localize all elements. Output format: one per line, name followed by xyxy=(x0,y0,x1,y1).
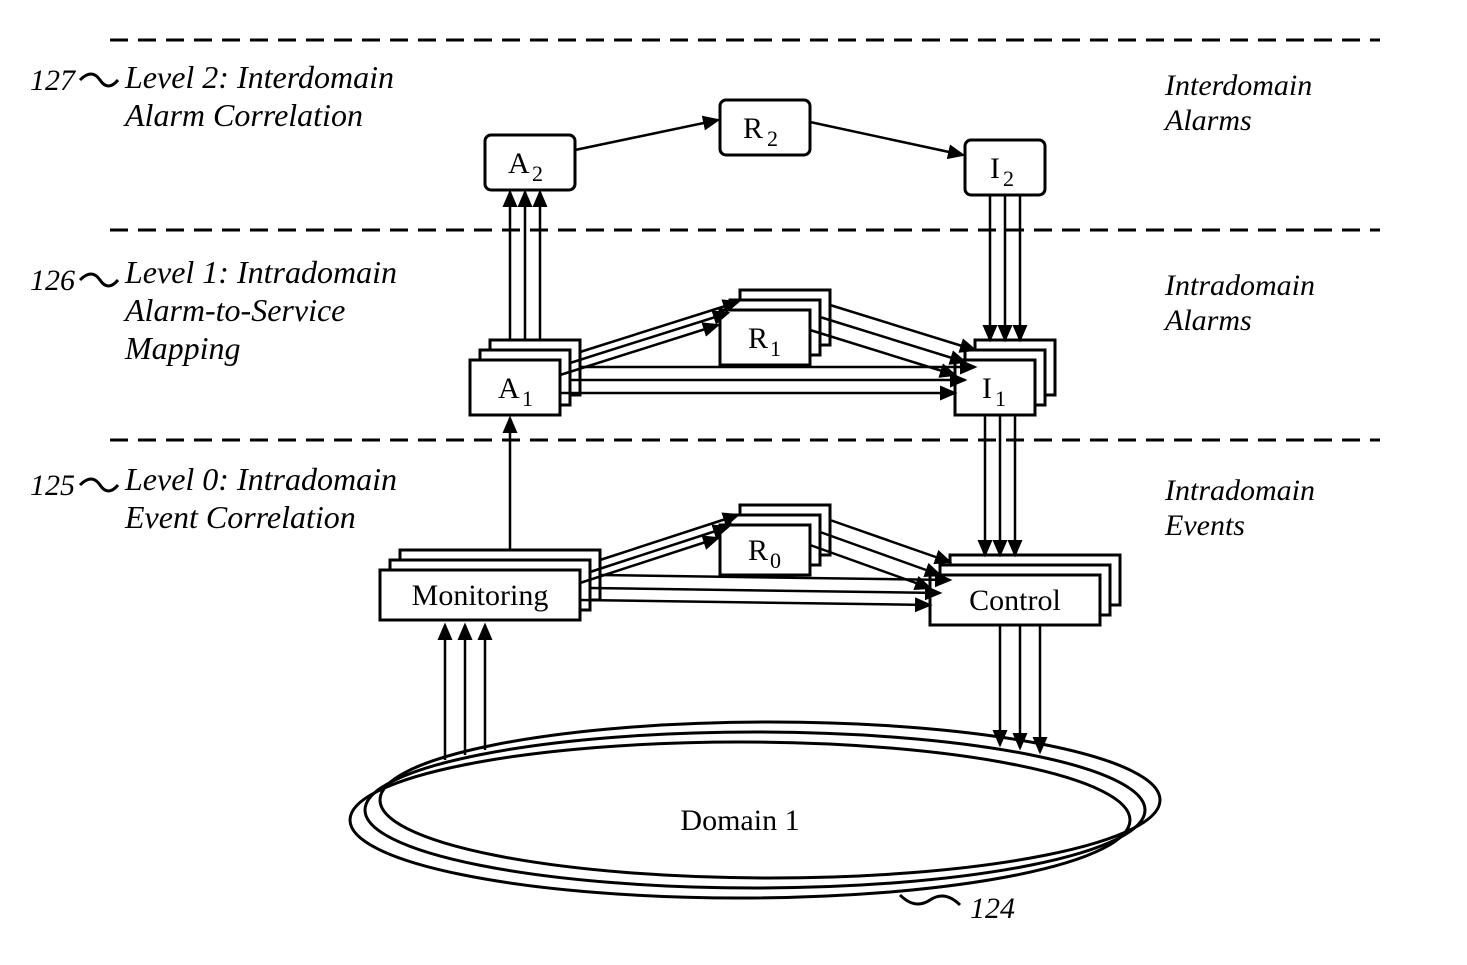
monitoring-r0-arrows xyxy=(580,515,738,583)
svg-text:Intradomain: Intradomain xyxy=(1164,269,1315,302)
svg-text:Domain 1: Domain 1 xyxy=(680,804,799,837)
svg-text:2: 2 xyxy=(532,161,543,186)
level-1-rhs: Intradomain Alarms xyxy=(1163,269,1315,337)
svg-text:2: 2 xyxy=(1003,166,1014,191)
i2-i1-arrows xyxy=(990,195,1020,340)
svg-text:Events: Events xyxy=(1164,509,1245,542)
monitoring-control-arrows xyxy=(580,575,950,605)
i1-stack: I 1 xyxy=(955,340,1055,415)
svg-text:1: 1 xyxy=(522,386,533,411)
i2-node: I 2 xyxy=(965,140,1045,195)
svg-text:I: I xyxy=(982,372,992,405)
diagram-canvas: 127 Level 2: Interdomain Alarm Correlati… xyxy=(0,0,1467,965)
control-stack: Control xyxy=(930,555,1120,625)
svg-text:R: R xyxy=(743,112,763,145)
i1-control-arrows xyxy=(985,415,1015,555)
r2-node: R 2 xyxy=(720,100,810,155)
monitoring-stack: Monitoring xyxy=(380,550,600,620)
domain-stack: Domain 1 xyxy=(350,722,1160,898)
level-0-label: 125 Level 0: Intradomain Event Correlati… xyxy=(30,461,397,535)
svg-text:Level 2: Interdomain: Level 2: Interdomain xyxy=(124,59,394,95)
a1-i1-arrows xyxy=(560,367,975,393)
svg-text:Alarm-to-Service: Alarm-to-Service xyxy=(123,292,345,328)
level-2-rhs: Interdomain Alarms xyxy=(1163,69,1312,137)
a1-a2-arrows xyxy=(510,192,540,340)
svg-text:A: A xyxy=(498,372,520,405)
domain-monitoring-arrows xyxy=(445,625,485,760)
a2-r2-arrow xyxy=(575,120,718,150)
svg-text:Monitoring: Monitoring xyxy=(412,579,549,612)
svg-text:Mapping: Mapping xyxy=(124,330,241,366)
svg-text:2: 2 xyxy=(767,126,778,151)
svg-text:124: 124 xyxy=(970,892,1015,925)
svg-text:R: R xyxy=(748,322,768,355)
level-2-label: 127 Level 2: Interdomain Alarm Correlati… xyxy=(30,59,394,133)
svg-text:A: A xyxy=(508,147,530,180)
svg-text:Level 1: Intradomain: Level 1: Intradomain xyxy=(124,254,397,290)
svg-text:Alarms: Alarms xyxy=(1163,104,1252,137)
svg-text:I: I xyxy=(990,152,1000,185)
r2-i2-arrow xyxy=(810,122,963,155)
svg-text:Alarms: Alarms xyxy=(1163,304,1252,337)
r1-i1-arrows xyxy=(810,305,975,375)
svg-text:Event Correlation: Event Correlation xyxy=(124,499,356,535)
control-domain-arrows xyxy=(1000,625,1040,752)
svg-text:126: 126 xyxy=(30,264,75,297)
domain-ref: 124 xyxy=(900,892,1015,925)
svg-text:Level 0: Intradomain: Level 0: Intradomain xyxy=(124,461,397,497)
a1-r1-arrows xyxy=(560,302,738,375)
svg-text:Interdomain: Interdomain xyxy=(1164,69,1312,102)
svg-text:Intradomain: Intradomain xyxy=(1164,474,1315,507)
svg-text:125: 125 xyxy=(30,469,75,502)
level-1-label: 126 Level 1: Intradomain Alarm-to-Servic… xyxy=(30,254,397,366)
svg-text:127: 127 xyxy=(30,64,77,97)
a1-stack: A 1 xyxy=(470,340,580,415)
svg-text:1: 1 xyxy=(770,336,781,361)
svg-text:Control: Control xyxy=(969,584,1061,617)
svg-text:Alarm Correlation: Alarm Correlation xyxy=(123,97,363,133)
svg-text:R: R xyxy=(748,534,768,567)
level-0-rhs: Intradomain Events xyxy=(1164,474,1315,542)
svg-text:1: 1 xyxy=(995,386,1006,411)
svg-text:0: 0 xyxy=(770,548,781,573)
a2-node: A 2 xyxy=(485,135,575,190)
